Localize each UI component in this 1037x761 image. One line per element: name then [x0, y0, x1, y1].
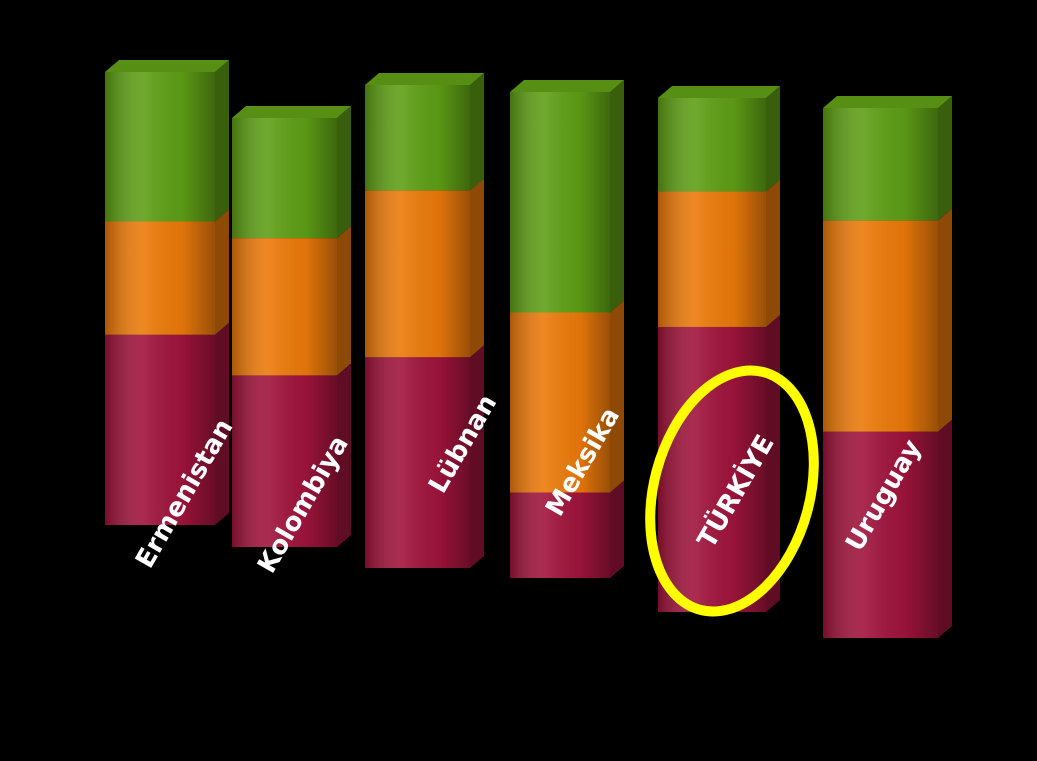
bar-side	[337, 106, 351, 239]
bar-meksika	[510, 80, 624, 578]
bar-side	[337, 363, 351, 547]
bar-side	[610, 480, 624, 578]
bar-shading	[658, 98, 766, 612]
bars-layer	[105, 60, 952, 638]
bar-top	[105, 60, 229, 72]
bar-side	[766, 314, 780, 612]
bar-lübnan	[365, 73, 484, 568]
bar-kolombiya	[232, 106, 351, 547]
bar-ermenistan	[105, 60, 229, 525]
bar-side	[766, 86, 780, 192]
bar-top	[510, 80, 624, 92]
bar-side	[470, 178, 484, 358]
bar-side	[938, 419, 952, 638]
bar-side	[215, 209, 229, 335]
bar-shading	[232, 118, 337, 547]
bar-top	[365, 73, 484, 85]
bar-side	[610, 80, 624, 313]
bar-side	[938, 208, 952, 432]
bar-side	[337, 226, 351, 376]
bar-side	[470, 345, 484, 568]
bar-türki̇ye	[658, 86, 780, 612]
bar-shading	[105, 72, 215, 525]
bar-side	[215, 322, 229, 525]
bar-side	[610, 300, 624, 493]
bar-top	[823, 96, 952, 108]
bar-top	[232, 106, 351, 118]
bar-shading	[823, 108, 938, 638]
bar-top	[658, 86, 780, 98]
bar-side	[215, 60, 229, 222]
bar-shading	[510, 92, 610, 578]
highlight-ellipse	[645, 365, 819, 617]
bar-side	[470, 73, 484, 191]
bar-side	[938, 96, 952, 221]
bar-side	[766, 179, 780, 327]
bar-uruguay	[823, 96, 952, 638]
bar-shading	[365, 85, 470, 568]
